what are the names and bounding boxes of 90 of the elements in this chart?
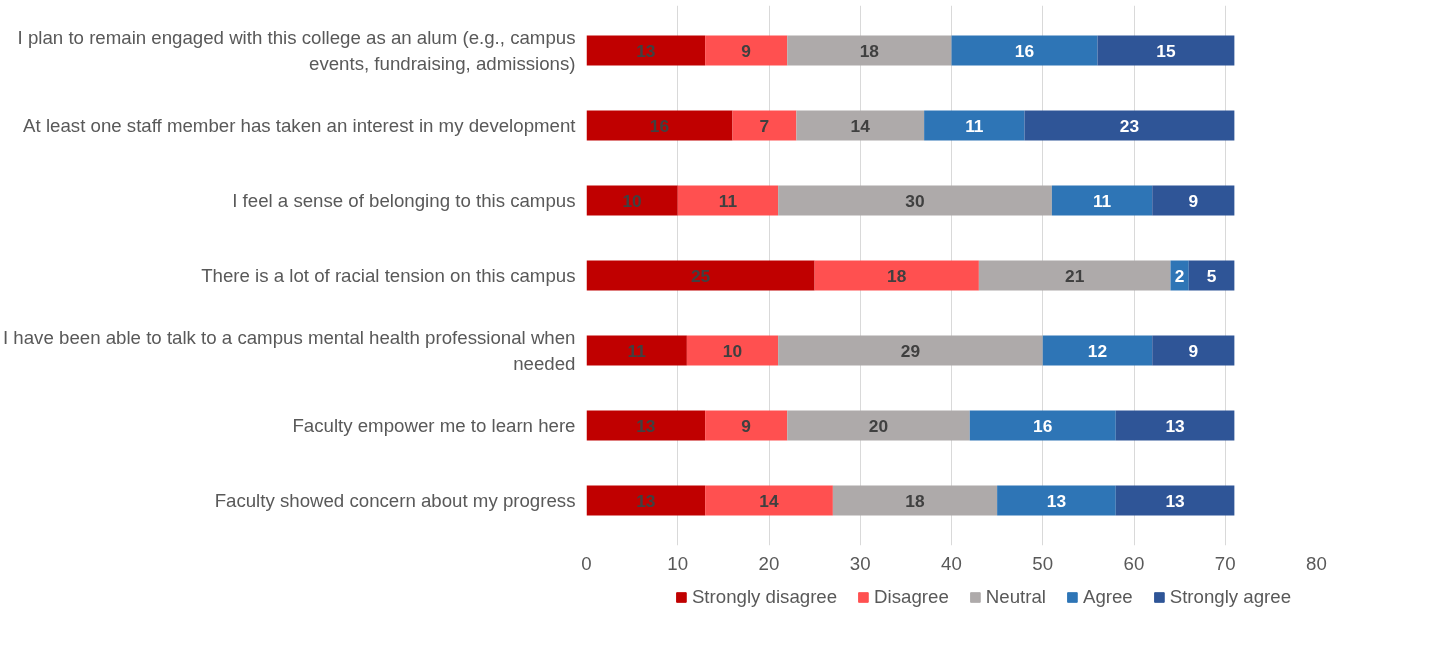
- bar: [705, 410, 788, 441]
- data-label: 11: [627, 340, 647, 361]
- y-tick-label: Faculty empower me to learn here: [292, 415, 576, 436]
- data-label: 13: [636, 490, 656, 511]
- legend-label: Strongly disagree: [691, 586, 838, 608]
- bar: [705, 35, 788, 66]
- bar: [586, 335, 687, 366]
- y-tick-label: I feel a sense of belonging to this campus: [232, 190, 576, 211]
- data-label: 25: [690, 265, 711, 286]
- x-tick-label: 40: [941, 552, 962, 574]
- x-tick-label: 60: [1123, 552, 1145, 574]
- data-label: 21: [1065, 265, 1085, 286]
- bar: [1042, 335, 1153, 366]
- data-label: 14: [759, 490, 779, 511]
- data-label: 9: [741, 40, 752, 61]
- bar: [778, 185, 1052, 216]
- data-label: 12: [1087, 340, 1108, 361]
- bar: [586, 485, 706, 516]
- bar: [686, 335, 779, 366]
- data-label: 29: [900, 340, 921, 361]
- data-label: 23: [1119, 115, 1140, 136]
- legend-label: Strongly agree: [1169, 586, 1292, 608]
- bar: [997, 485, 1116, 516]
- data-label: 18: [905, 490, 925, 511]
- data-label: 11: [1092, 190, 1112, 211]
- data-label: 30: [905, 190, 925, 211]
- y-tick-label: I plan to remain engaged with this college as an alum (e.g., campus events, fundraising, admissions): [17, 27, 576, 74]
- data-label: 9: [741, 415, 752, 436]
- data-label: 10: [622, 190, 642, 211]
- bar: [1097, 35, 1235, 66]
- data-label: 16: [1014, 40, 1035, 61]
- bar: [586, 35, 706, 66]
- y-tick-label: Faculty showed concern about my progress: [214, 490, 576, 511]
- bar: [1024, 110, 1235, 141]
- data-label: 2: [1174, 265, 1185, 286]
- bar: [778, 335, 1043, 366]
- x-tick-label: 0: [581, 552, 592, 574]
- bar: [1115, 485, 1235, 516]
- x-tick-label: 10: [667, 552, 689, 574]
- data-label: 13: [1165, 490, 1186, 511]
- legend-label: Neutral: [985, 586, 1046, 608]
- bar: [787, 35, 952, 66]
- bar: [1152, 185, 1235, 216]
- data-label: 11: [965, 115, 984, 136]
- x-tick-label: 20: [758, 552, 780, 574]
- bar: [586, 260, 815, 291]
- data-label: 13: [636, 415, 656, 436]
- bar: [1188, 260, 1235, 291]
- bar: [586, 110, 733, 141]
- data-label: 13: [1046, 490, 1067, 511]
- bar: [978, 260, 1171, 291]
- data-label: 20: [868, 415, 889, 436]
- bar: [787, 410, 970, 441]
- data-label: 14: [850, 115, 871, 136]
- data-label: 9: [1188, 190, 1199, 211]
- data-label: 13: [1165, 415, 1186, 436]
- bar: [814, 260, 979, 291]
- x-tick-label: 80: [1306, 552, 1327, 574]
- bar: [586, 410, 706, 441]
- data-label: 11: [718, 190, 738, 211]
- bar: [951, 35, 1098, 66]
- x-tick-label: 50: [1032, 552, 1054, 574]
- y-tick-label: At least one staff member has taken an interest in my development: [23, 115, 577, 136]
- data-label: 16: [1033, 415, 1053, 436]
- data-label: 5: [1206, 265, 1217, 286]
- data-label: 15: [1156, 40, 1176, 61]
- bar: [1152, 335, 1235, 366]
- bar: [677, 185, 779, 216]
- bar: [969, 410, 1116, 441]
- data-label: 13: [636, 40, 656, 61]
- bar: [1051, 185, 1153, 216]
- data-label: 16: [649, 115, 670, 136]
- bar: [796, 110, 925, 141]
- y-tick-label: There is a lot of racial tension on this campus: [201, 265, 576, 286]
- data-label: 9: [1188, 340, 1199, 361]
- bar: [924, 110, 1025, 141]
- legend-label: Agree: [1082, 586, 1133, 608]
- bar: [732, 110, 797, 141]
- data-label: 10: [722, 340, 743, 361]
- bar: [1115, 410, 1235, 441]
- bar: [705, 485, 833, 516]
- x-tick-label: 70: [1214, 552, 1236, 574]
- bar: [832, 485, 998, 516]
- data-label: 18: [887, 265, 907, 286]
- legend-label: Disagree: [874, 586, 949, 608]
- y-tick-label: I have been able to talk to a campus mental health professional when needed: [3, 327, 576, 374]
- data-label: 18: [859, 40, 880, 61]
- x-tick-label: 30: [849, 552, 871, 574]
- bar: [586, 185, 678, 216]
- data-label: 7: [759, 115, 770, 136]
